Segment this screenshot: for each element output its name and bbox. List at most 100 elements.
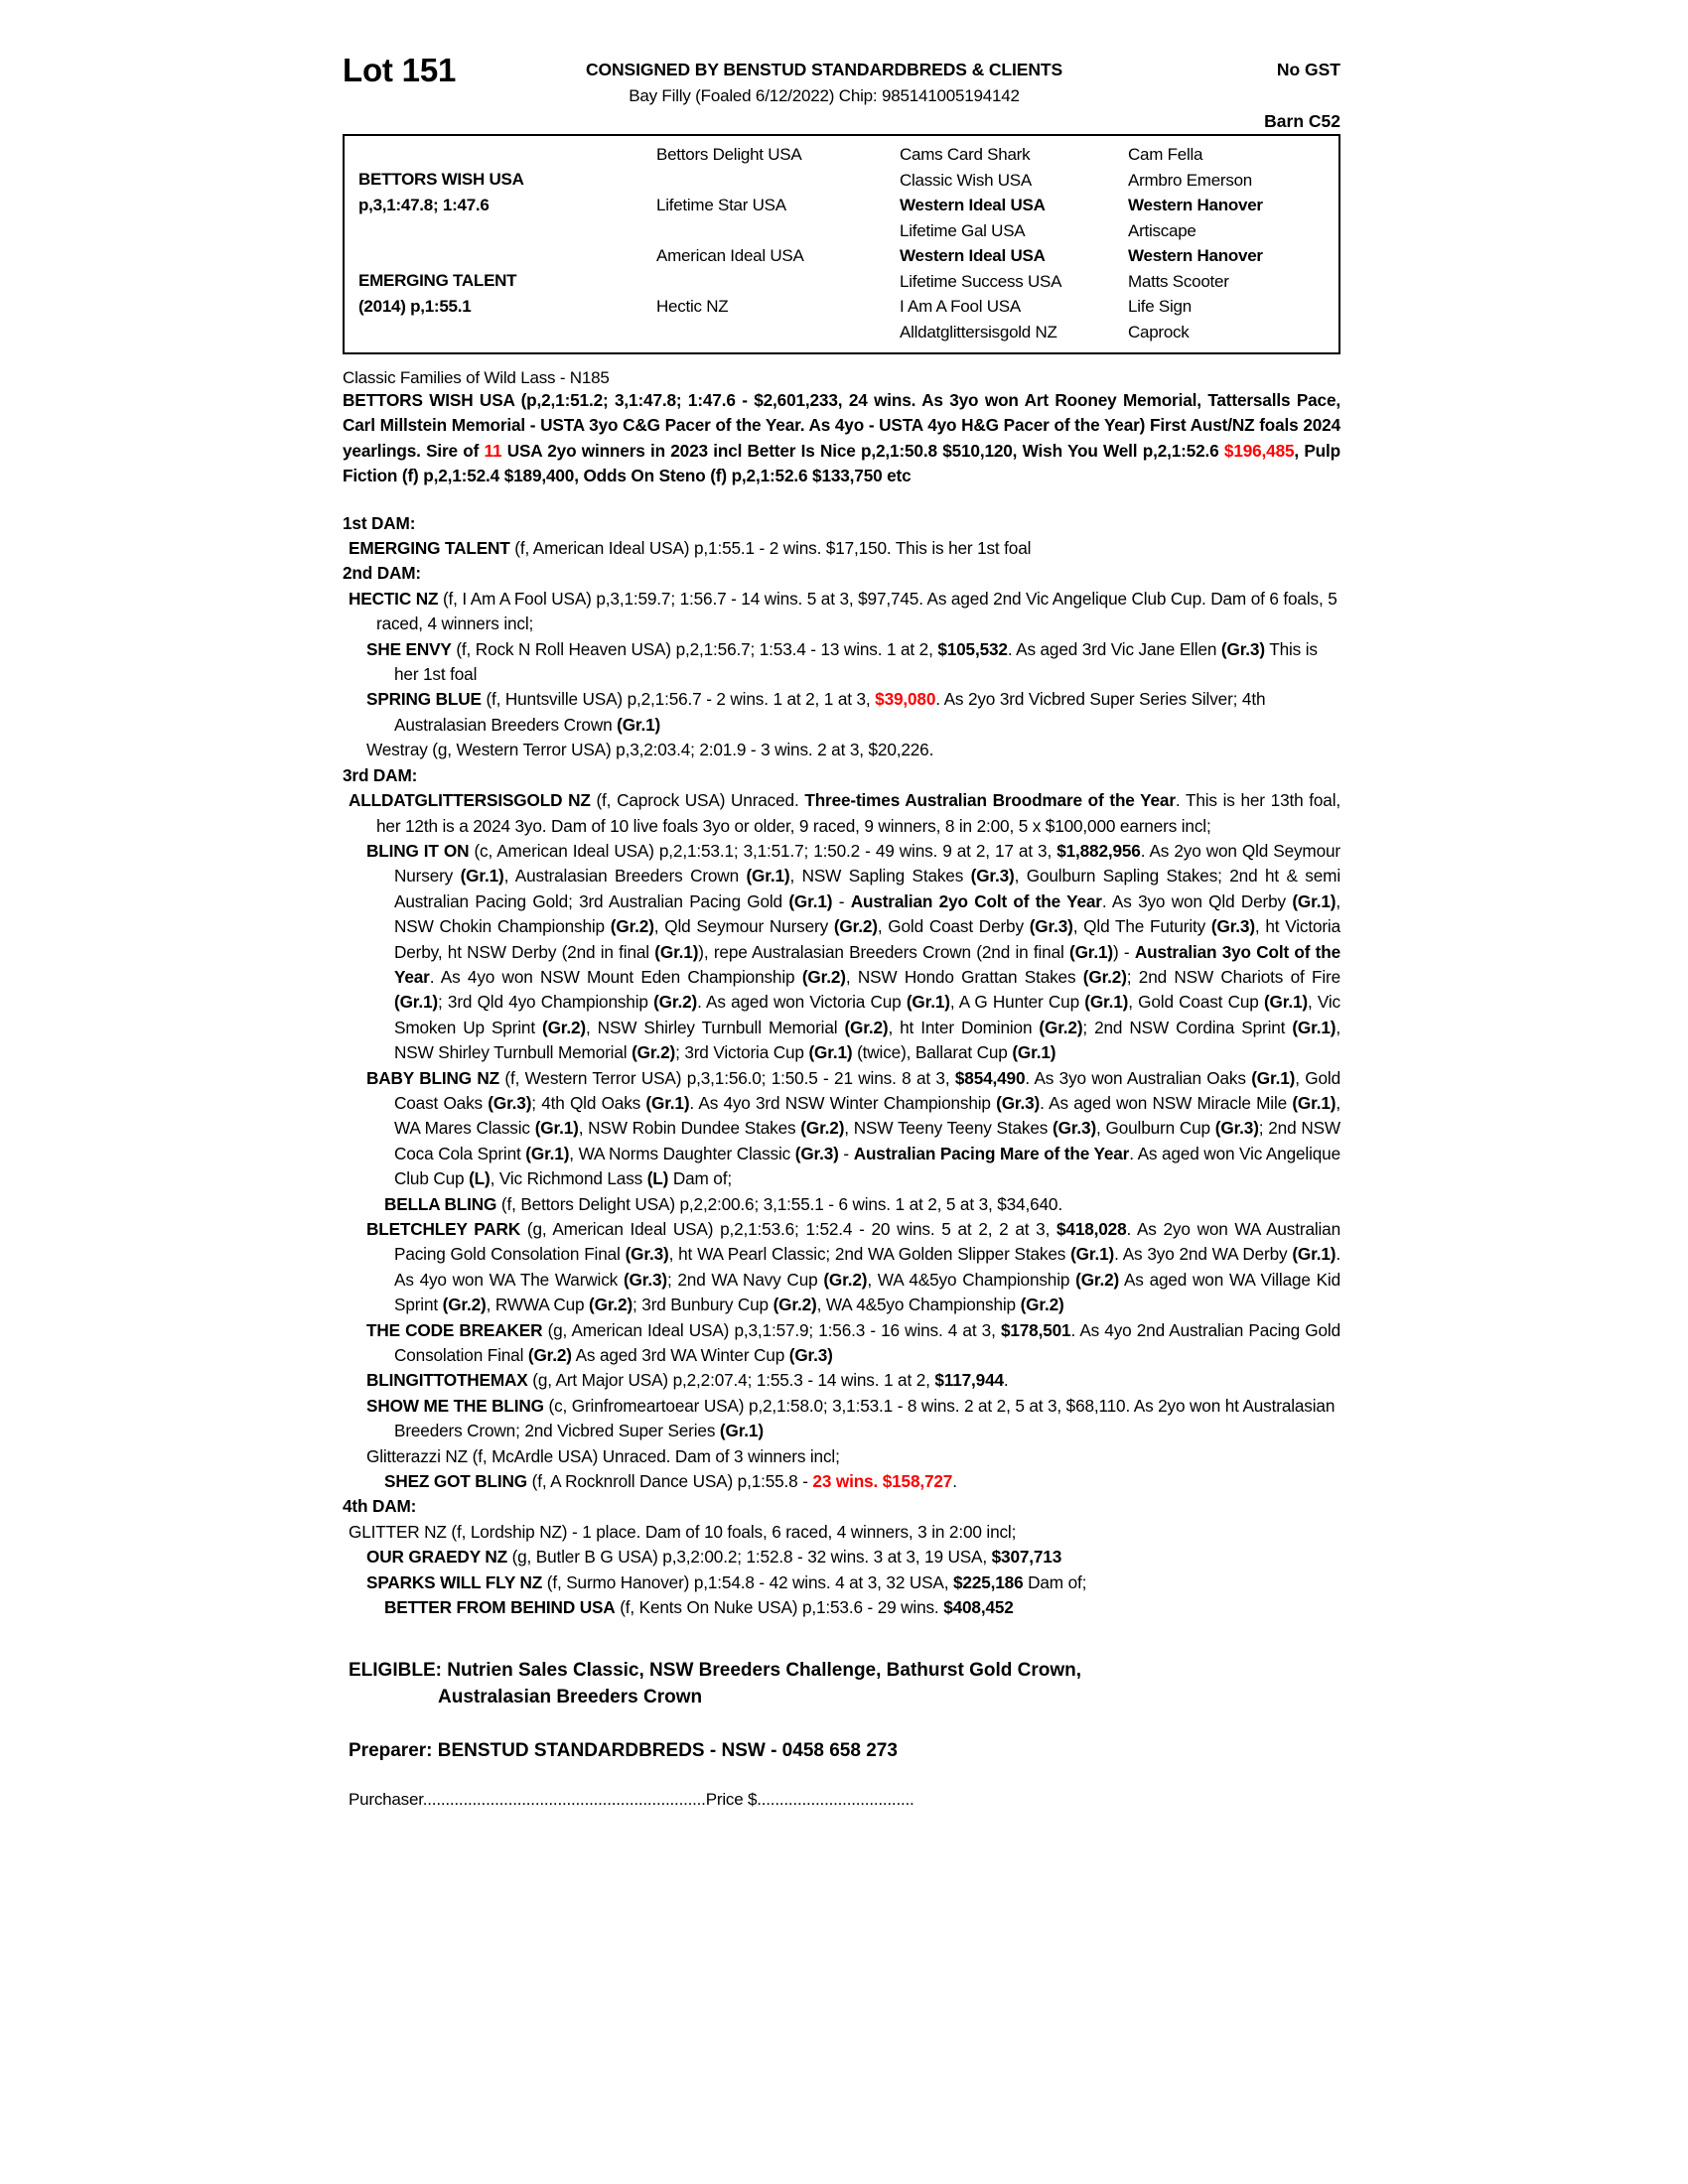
emphasis-run: (Gr.1)	[788, 890, 833, 911]
grade-badge: (Gr.1)	[617, 714, 661, 735]
purchaser-fill-dots[interactable]: ........................................…	[422, 1789, 706, 1809]
emphasis-run: (Gr.2)	[442, 1295, 487, 1315]
page-header: Lot 151 CONSIGNED BY BENSTUD STANDARDBRE…	[343, 30, 1340, 134]
catalogue-sheet: Lot 151 CONSIGNED BY BENSTUD STANDARDBRE…	[343, 30, 1340, 1810]
emphasis-run: (Gr.2)	[1082, 966, 1127, 987]
emphasis-run: (Gr.3)	[1053, 1118, 1097, 1139]
sire-earnings-highlight: $196,485	[1223, 440, 1295, 461]
consignor-line: CONSIGNED BY BENSTUD STANDARDBREDS & CLI…	[585, 60, 1063, 79]
dam-3-text-a: (f, Caprock USA) Unraced.	[590, 790, 805, 811]
gst-status: No GST	[1276, 60, 1340, 79]
text-run: , WA Norms Daughter Classic	[569, 1143, 795, 1163]
emphasis-run: (Gr.1)	[1012, 1042, 1056, 1063]
text-run: ; 3rd Bunbury Cup	[633, 1295, 774, 1315]
progeny-spring-blue: SPRING BLUE (f, Huntsville USA) p,2,1:56…	[343, 687, 1340, 738]
dam-4-header: 4th DAM:	[343, 1496, 417, 1517]
pedigree-gen3: Lifetime Success USA	[900, 271, 1062, 291]
pedigree-gen3: I Am A Fool USA	[900, 297, 1021, 316]
pedigree-box: BETTORS WISH USA p,3,1:47.8; 1:47.6 Bettor…	[343, 134, 1340, 354]
emphasis-run: Australian Pacing Mare of the Year	[853, 1143, 1130, 1163]
code-breaker-achievements: (g, American Ideal USA) p,3,1:57.9; 1:56…	[394, 1320, 1340, 1365]
text-run: . As aged won Vic Angelique Club Cup	[394, 1143, 1340, 1189]
pedigree-gen4: Artiscape	[1128, 220, 1196, 240]
pedigree-gen3: Lifetime Gal USA	[900, 220, 1026, 240]
text-run: .	[1003, 1370, 1009, 1391]
eligible-list-line2: Australasian Breeders Crown	[438, 1686, 703, 1707]
emphasis-run: (Gr.3)	[970, 866, 1015, 887]
emphasis-run: (Gr.1)	[906, 992, 950, 1013]
bletchley-park-achievements: (g, American Ideal USA) p,2,1:53.6; 1:52…	[394, 1219, 1340, 1314]
pedigree-row: Lifetime Success USA Matts Scooter	[345, 269, 1341, 295]
emphasis-run: (Gr.1)	[1292, 1092, 1336, 1113]
text-run: . As 3yo won Qld Derby	[1101, 890, 1293, 911]
pedigree-row: Lifetime Gal USA Artiscape	[345, 218, 1341, 244]
emphasis-run: (L)	[646, 1168, 669, 1189]
progeny-baby-bling: BABY BLING NZ (f, Western Terror USA) p,…	[343, 1066, 1340, 1192]
emphasis-run: (Gr.1)	[525, 1143, 570, 1163]
pedigree-gen3: Western Ideal USA	[900, 246, 1046, 265]
dam-2-text: (f, I Am A Fool USA) p,3,1:59.7; 1:56.7 …	[376, 588, 1337, 634]
emphasis-run: (Gr.1)	[654, 941, 699, 962]
emphasis-run: (Gr.2)	[1020, 1295, 1064, 1315]
emphasis-run: (Gr.3)	[625, 1244, 669, 1265]
emphasis-run: (Gr.1)	[1292, 890, 1336, 911]
animal-description: Bay Filly (Foaled 6/12/2022) Chip: 98514…	[629, 86, 1020, 105]
emphasis-run: (Gr.2)	[801, 966, 846, 987]
emphasis-run: (Gr.1)	[460, 866, 504, 887]
pedigree-dam-record: (2014) p,1:55.1	[358, 296, 472, 316]
price-fill-dots[interactable]: ...................................	[757, 1789, 914, 1809]
dam-3-header: 3rd DAM:	[343, 764, 418, 785]
pedigree-gen4: Western Hanover	[1128, 196, 1263, 214]
text-run: (g, Butler B G USA) p,3,2:00.2; 1:52.8 -…	[506, 1547, 992, 1568]
better-from-behind-achievements: (f, Kents On Nuke USA) p,1:53.6 - 29 win…	[616, 1597, 1014, 1617]
text-run: ; 3rd Victoria Cup	[675, 1042, 809, 1063]
eligibility-block: ELIGIBLE: Nutrien Sales Classic, NSW Bre…	[343, 1657, 1340, 1710]
spring-blue-text-a: (f, Huntsville USA) p,2,1:56.7 - 2 wins.…	[481, 689, 876, 710]
emphasis-run: $854,490	[954, 1067, 1026, 1088]
emphasis-run: (Gr.2)	[632, 1042, 676, 1063]
text-run: , Gold Coast Oaks	[394, 1067, 1340, 1113]
pedigree-gen4: Life Sign	[1128, 297, 1192, 316]
bling-it-on-earnings: $1,882,956	[1056, 840, 1141, 861]
she-envy-name: SHE ENVY	[366, 638, 452, 659]
text-run: ; 2nd NSW Cordina Sprint	[1082, 1017, 1293, 1037]
text-run: As aged won WA Village Kid Sprint	[394, 1269, 1341, 1315]
emphasis-run: (Gr.1)	[1292, 1017, 1336, 1037]
emphasis-run: (Gr.3)	[1214, 1118, 1259, 1139]
pedigree-dam-name: EMERGING TALENT	[358, 271, 517, 290]
text-run: (c, Grinfromeartoear USA) p,2,1:58.0; 3,…	[394, 1395, 1336, 1441]
emphasis-run: (Gr.1)	[1263, 992, 1308, 1013]
bling-it-on-name: BLING IT ON	[366, 840, 470, 861]
emphasis-run: (Gr.3)	[794, 1143, 839, 1163]
text-run: , WA 4&5yo Championship	[867, 1269, 1076, 1290]
text-run: , RWWA Cup	[486, 1295, 590, 1315]
pedigree-gen2: Lifetime Star USA	[656, 196, 786, 214]
emphasis-run: (Gr.2)	[1075, 1269, 1120, 1290]
eligible-label: ELIGIBLE:	[349, 1659, 442, 1681]
pedigree-gen3: Cams Card Shark	[900, 145, 1031, 164]
text-run: (g, American Ideal USA) p,3,1:57.9; 1:56…	[542, 1319, 1001, 1340]
text-run: ; 2nd NSW Coca Cola Sprint	[394, 1118, 1340, 1163]
progeny-westray: Westray (g, Western Terror USA) p,3,2:03…	[366, 740, 934, 760]
emphasis-run: $178,501	[1000, 1319, 1071, 1340]
progeny-our-graedy: OUR GRAEDY NZ (g, Butler B G USA) p,3,2:…	[343, 1545, 1340, 1570]
text-run: . As 4yo 2nd Australian Pacing Gold Cons…	[394, 1319, 1340, 1366]
text-run: . As 4yo 3rd NSW Winter Championship	[689, 1092, 997, 1113]
sire-text-post: , Pulp Fiction (f) p,2,1:52.4 $189,400, …	[343, 440, 1341, 486]
our-graedy-name: OUR GRAEDY NZ	[366, 1547, 507, 1568]
pedigree-gen2: Hectic NZ	[656, 297, 729, 316]
text-run: , Vic Richmond Lass	[490, 1168, 647, 1189]
blingittothemax-achievements: (g, Art Major USA) p,2,2:07.4; 1:55.3 - …	[528, 1370, 1009, 1391]
progeny-sparks-will-fly: SPARKS WILL FLY NZ (f, Surmo Hanover) p,…	[343, 1570, 1340, 1595]
emphasis-run: (Gr.1)	[808, 1042, 853, 1063]
she-envy-earnings: $105,532	[937, 638, 1008, 659]
text-run: Dam of;	[668, 1168, 732, 1189]
spring-blue-earnings-highlight: $39,080	[875, 689, 936, 710]
show-me-the-bling-name: SHOW ME THE BLING	[366, 1395, 544, 1416]
emphasis-run: $408,452	[943, 1597, 1014, 1618]
text-run: (twice), Ballarat Cup	[852, 1042, 1013, 1063]
emphasis-run: (Gr.1)	[1084, 992, 1129, 1013]
dam-1-header: 1st DAM:	[343, 512, 416, 533]
dam-1-text: (f, American Ideal USA) p,1:55.1 - 2 win…	[509, 538, 1032, 559]
